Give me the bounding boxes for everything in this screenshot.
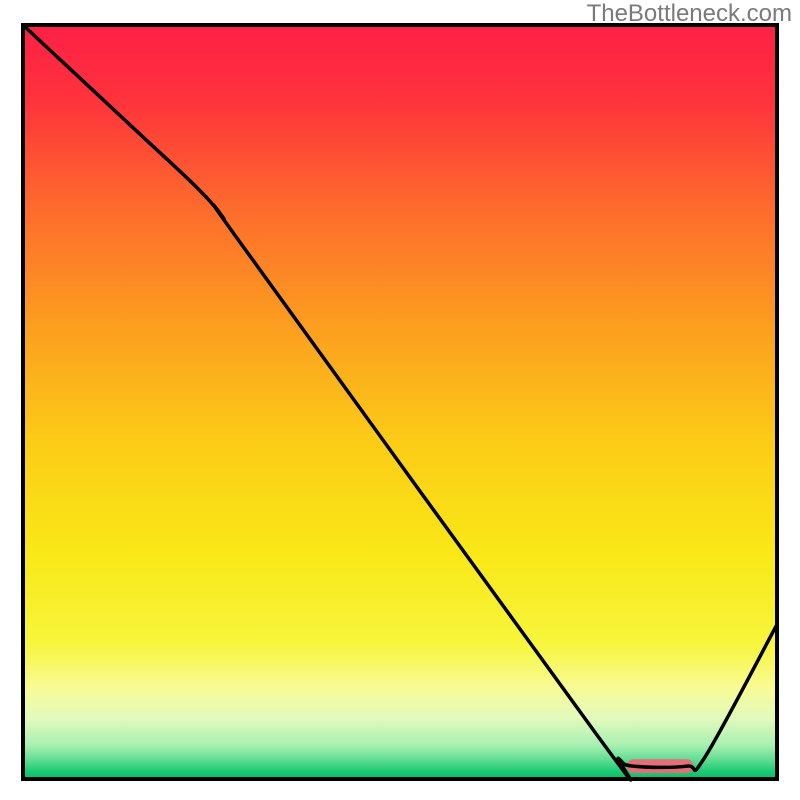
bottleneck-chart xyxy=(0,0,800,800)
chart-container: TheBottleneck.com xyxy=(0,0,800,800)
watermark-text: TheBottleneck.com xyxy=(587,0,792,28)
plot-background xyxy=(23,25,777,779)
